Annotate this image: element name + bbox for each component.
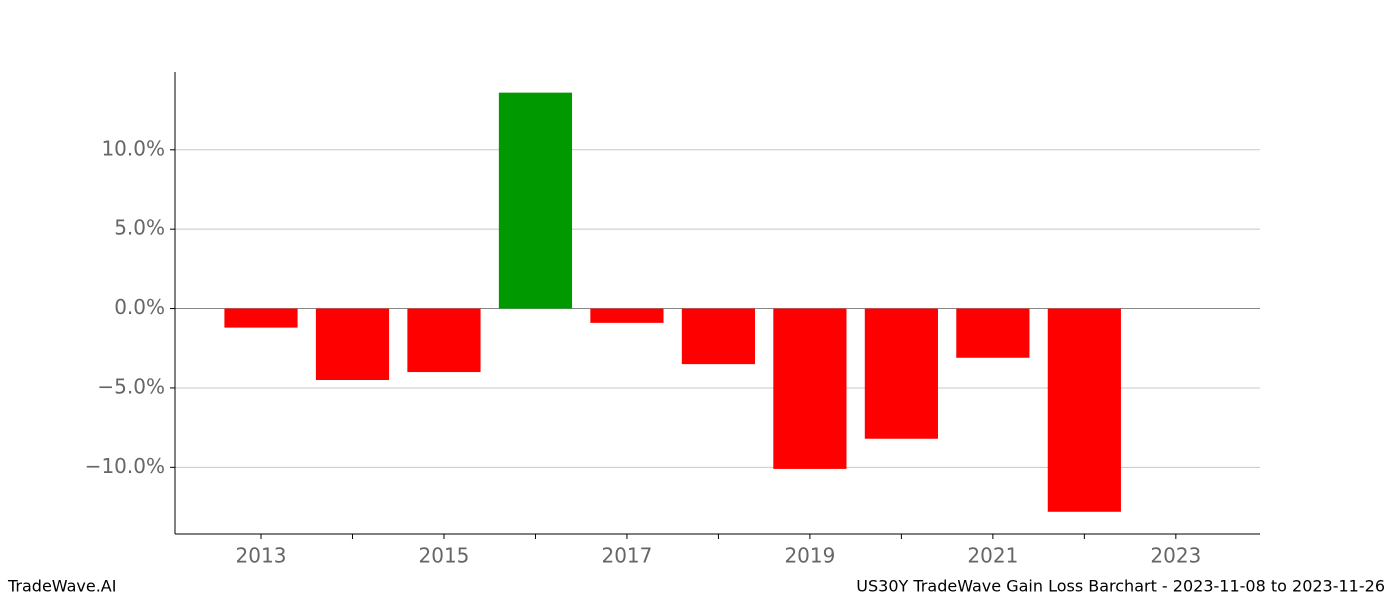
x-tick-label: 2021 [967, 544, 1018, 568]
y-tick-label: −10.0% [85, 454, 165, 478]
x-tick-label: 2015 [419, 544, 470, 568]
bar [315, 308, 390, 380]
x-tick-label: 2017 [601, 544, 652, 568]
y-tick-label: −5.0% [97, 374, 165, 398]
bar [681, 308, 756, 365]
x-tick-label: 2019 [784, 544, 835, 568]
x-tick-label: 2023 [1150, 544, 1201, 568]
x-tick-label: 2013 [236, 544, 287, 568]
chart-title: US30Y TradeWave Gain Loss Barchart - 202… [856, 577, 1385, 596]
y-tick-label: 0.0% [114, 295, 165, 319]
bar [956, 308, 1030, 358]
bar [224, 308, 298, 328]
bar [407, 308, 481, 373]
bar [498, 92, 573, 309]
bar [590, 308, 664, 323]
y-tick-label: 5.0% [114, 216, 165, 240]
bar [1047, 308, 1121, 512]
bar [864, 308, 938, 439]
bar [773, 308, 847, 469]
y-tick-label: 10.0% [101, 136, 165, 160]
footer-left: TradeWave.AI [7, 577, 116, 596]
